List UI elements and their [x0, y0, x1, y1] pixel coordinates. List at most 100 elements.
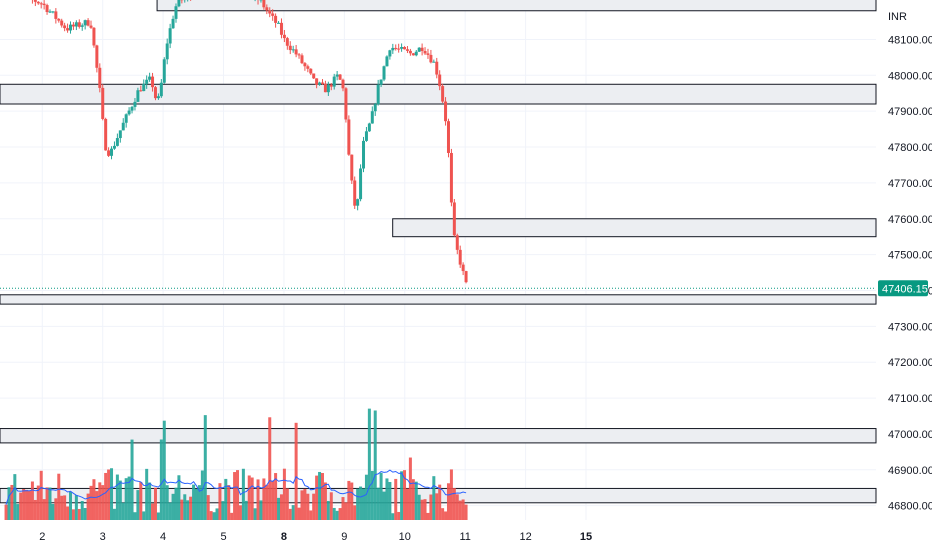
- volume-bar: [30, 481, 34, 520]
- candle-body: [277, 22, 281, 24]
- candle-body: [98, 67, 102, 88]
- volume-bar: [25, 489, 29, 520]
- x-tick-label: 2: [39, 531, 45, 543]
- candles: [31, 0, 468, 284]
- y-axis: 48100.00 48000.00 47900.00 47800.00 47700.00…: [888, 34, 932, 512]
- volume-bar: [83, 507, 87, 520]
- volume-bar: [323, 482, 327, 520]
- volume-bar: [203, 415, 207, 520]
- volume-bar: [423, 499, 427, 520]
- candle-body: [83, 20, 87, 26]
- volume-bar: [151, 503, 155, 520]
- last-price-badge: 47406.15: [878, 280, 928, 297]
- candle-body: [312, 73, 316, 79]
- volume-bar: [80, 501, 84, 520]
- volume-bar: [86, 493, 90, 520]
- volume-bar: [353, 505, 357, 520]
- y-tick-label: 47700.00: [888, 178, 932, 190]
- volume-bar: [282, 468, 286, 520]
- volume-bar: [297, 507, 301, 520]
- volume-bar: [452, 488, 456, 520]
- candle-body: [394, 47, 398, 49]
- candle-body: [124, 114, 128, 123]
- x-tick-label: 12: [519, 531, 531, 543]
- y-tick-label: 47200.00: [888, 357, 932, 369]
- volume-bar: [277, 497, 281, 520]
- volume-bar: [250, 477, 254, 520]
- candle-body: [356, 199, 360, 206]
- candle-body: [151, 76, 155, 88]
- zone-box: [156, 0, 877, 12]
- zone-box: [392, 218, 877, 238]
- x-tick-label: 8: [281, 531, 287, 543]
- volume-bar: [145, 468, 149, 520]
- candle-body: [101, 87, 105, 119]
- volume-bar: [194, 488, 198, 520]
- candle-body: [408, 50, 412, 54]
- volume-bar: [124, 478, 128, 520]
- volume-bar: [69, 491, 73, 520]
- candle-body: [306, 66, 310, 69]
- volume-bar: [127, 476, 131, 520]
- volume-bar: [89, 485, 93, 520]
- candle-body: [148, 76, 152, 80]
- x-tick-label: 9: [341, 531, 347, 543]
- volume-bar: [367, 408, 371, 520]
- volume-bar: [391, 513, 395, 520]
- x-tick-label: 5: [220, 531, 226, 543]
- volume-bar: [376, 487, 380, 520]
- volume-bar: [403, 470, 407, 520]
- candle-body: [174, 6, 178, 19]
- volume-bar: [153, 487, 157, 520]
- volume-bar: [221, 501, 225, 520]
- volume-bar: [441, 508, 445, 520]
- volume-bar: [4, 504, 8, 520]
- candle-body: [130, 106, 134, 111]
- volume-bar: [438, 484, 442, 520]
- volume-bar: [16, 504, 20, 520]
- candle-body: [335, 74, 339, 77]
- candle-body: [385, 56, 389, 67]
- volume-bar: [98, 482, 102, 520]
- candle-body: [464, 271, 468, 283]
- candle-body: [66, 28, 70, 31]
- volume-bar: [48, 487, 52, 520]
- volume-bar: [347, 480, 351, 520]
- candle-body: [110, 148, 114, 156]
- candle-body: [86, 20, 90, 26]
- volume-bar: [329, 492, 333, 520]
- volume-bar: [455, 494, 459, 520]
- volume-bar: [446, 483, 450, 520]
- x-tick-label: 4: [160, 531, 166, 543]
- volume-bar: [197, 485, 201, 520]
- volume-bar: [133, 512, 137, 520]
- candle-body: [262, 0, 266, 8]
- candle-body: [414, 51, 418, 56]
- volume-bar: [227, 485, 231, 520]
- y-tick-label: 47900.00: [888, 106, 932, 118]
- volume-bar: [315, 475, 319, 520]
- y-tick-label: 46800.00: [888, 501, 932, 513]
- x-tick-label: 15: [580, 531, 592, 543]
- volume-bar: [66, 506, 70, 520]
- candle-body: [350, 154, 354, 181]
- volume-bar: [180, 499, 184, 520]
- zone-box: [0, 428, 877, 444]
- volume-bar: [115, 474, 119, 520]
- zone-box: [0, 294, 877, 305]
- volume-bar: [288, 508, 292, 520]
- candle-body: [444, 101, 448, 122]
- volume-bar: [388, 482, 392, 520]
- volume-bar: [230, 512, 234, 520]
- candle-body: [279, 22, 283, 35]
- volume-bar: [212, 512, 216, 520]
- volume-bar: [362, 488, 366, 520]
- volume-bar: [92, 479, 96, 520]
- y-tick-label: 47100.00: [888, 393, 932, 405]
- volume-bar: [36, 485, 40, 520]
- candle-body: [118, 130, 122, 139]
- candle-body: [320, 82, 324, 84]
- candle-body: [362, 140, 366, 169]
